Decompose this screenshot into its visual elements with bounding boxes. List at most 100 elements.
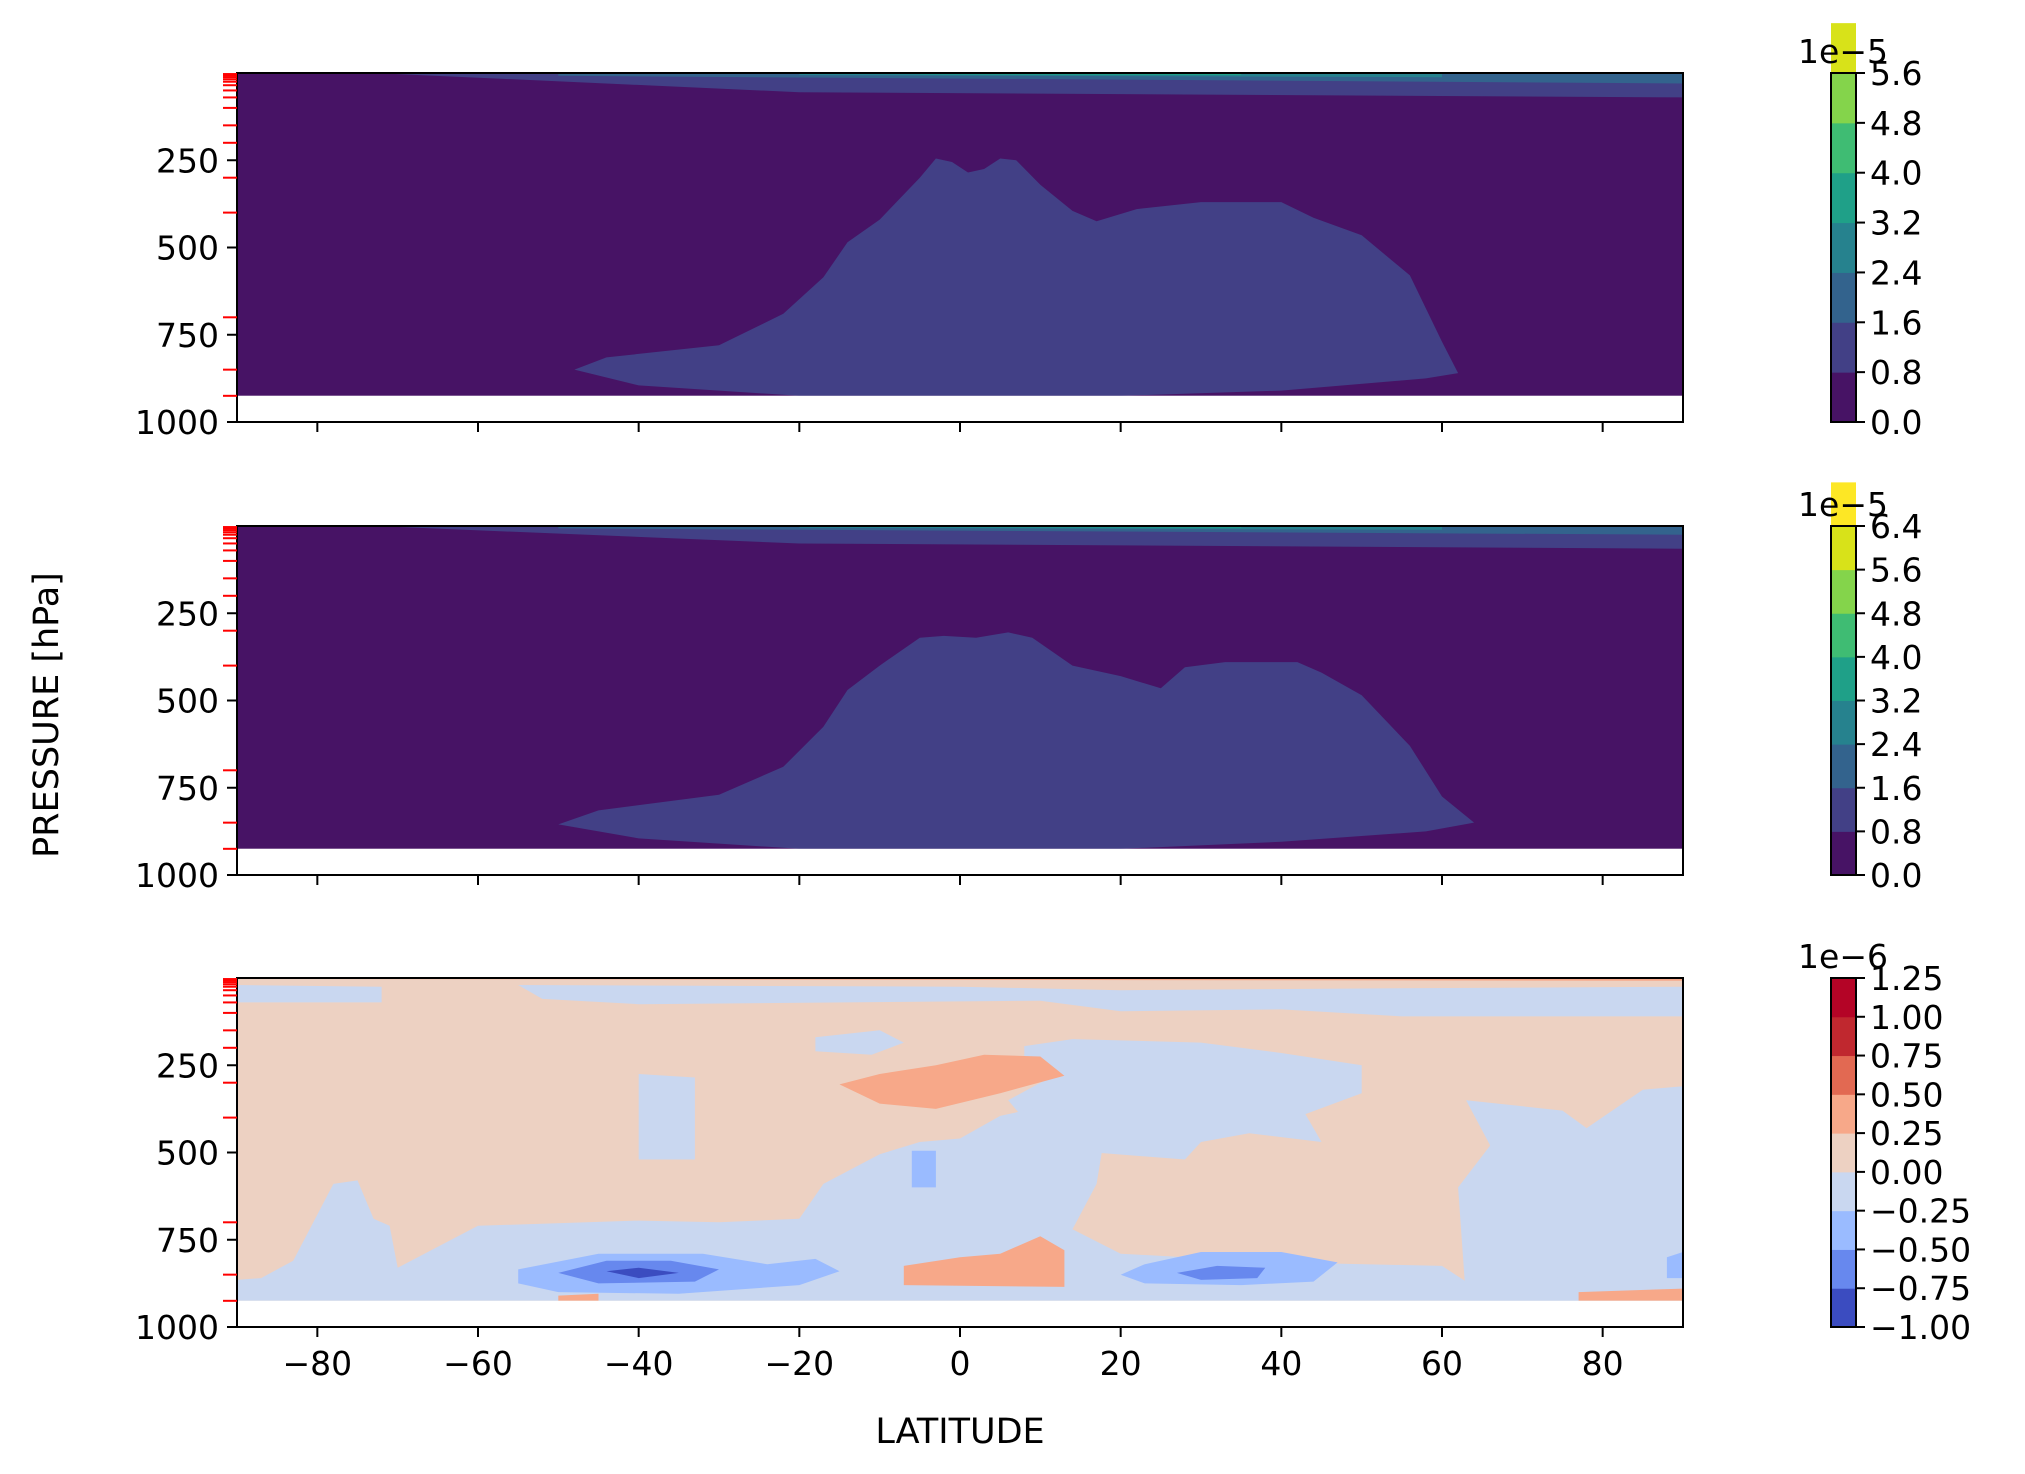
x-tick-label: 20 [1100,1344,1142,1383]
colorbar-tick-label: 6.4 [1870,507,1922,546]
contour-fill-5 [638,1074,695,1160]
y-tick-label: 750 [156,316,219,355]
colorbar-segment [1831,122,1856,174]
colorbar-segment [1831,1016,1856,1057]
y-tick-label: 250 [156,1046,219,1085]
contour-fill-10 [911,1150,936,1188]
y-tick-label: 750 [156,1221,219,1260]
colorbar-segment [1831,569,1856,614]
colorbar-segment [1831,978,1856,1018]
colorbar-tick-label: 0.00 [1870,1153,1943,1192]
y-tick-label: 500 [156,1134,219,1173]
y-tick-label: 1000 [135,1308,219,1347]
colorbar-segment [1831,526,1856,571]
x-tick-label: 60 [1421,1344,1463,1383]
x-tick-label: 40 [1260,1344,1302,1383]
colorbar-segment [1831,1249,1856,1289]
x-tick-label: 0 [950,1344,971,1383]
contour-fill-15 [839,1054,1065,1109]
y-tick-label: 500 [156,229,219,268]
colorbar-offset: 1e−6 [1798,937,1888,976]
colorbar-tick-label: −0.25 [1870,1192,1971,1231]
x-axis-label: LATITUDE [875,1412,1044,1452]
x-tick-label: −20 [765,1344,835,1383]
y-tick-label: 250 [156,141,219,180]
contour-fill-1 [574,158,1459,396]
colorbar-offset: 1e−5 [1798,32,1888,71]
x-tick-label: −80 [283,1344,353,1383]
colorbar-segment [1831,222,1856,273]
contour-fill-1 [237,985,382,1003]
colorbar-tick-label: 4.8 [1870,104,1922,143]
contour-fill-18 [1578,1288,1683,1301]
y-axis-label: PRESSURE [hPa] [27,572,67,858]
colorbar-tick-label: 4.0 [1870,154,1922,193]
contour-fill-3 [815,1030,904,1055]
contour-fill-11 [1666,1252,1683,1279]
colorbar-tick-label: −0.50 [1870,1230,1971,1269]
colorbar-tick-label: 0.8 [1870,353,1922,392]
contour-fill-6 [1458,1086,1683,1301]
colorbar-segment [1831,1210,1856,1250]
colorbar-segment [1831,73,1856,124]
y-tick-label: 750 [156,769,219,808]
x-tick-label: −60 [443,1344,513,1383]
colorbar-tick-label: 0.25 [1870,1114,1943,1153]
colorbar-segment [1831,272,1856,323]
y-tick-label: 1000 [135,856,219,895]
colorbar-tick-label: 1.6 [1870,303,1922,342]
y-tick-label: 500 [156,682,219,721]
colorbar-segment [1831,372,1856,423]
colorbar-tick-label: 0.8 [1870,812,1922,851]
colorbar-tick-label: 2.4 [1870,253,1922,292]
colorbar-segment [1831,172,1856,224]
below-surface [237,848,1683,875]
x-tick-label: −40 [604,1344,674,1383]
contour-fill-2 [518,985,1683,1017]
contour-field [237,526,1683,875]
colorbar-tick-label: −1.00 [1870,1308,1971,1347]
colorbar-segment [1831,831,1856,876]
colorbar-tick-label: 1.25 [1870,959,1943,998]
colorbar-segment [1831,656,1856,701]
below-surface [237,395,1683,422]
colorbar-tick-label: 4.0 [1870,638,1922,677]
colorbar-tick-label: 5.6 [1870,54,1922,93]
colorbar-segment [1831,744,1856,789]
colorbar-tick-label: 0.0 [1870,403,1922,442]
colorbar-tick-label: 2.4 [1870,725,1922,764]
colorbar-segment [1831,1094,1856,1134]
colorbar-segment [1831,1055,1856,1095]
colorbar-segment [1831,787,1856,832]
colorbar-segment [1831,613,1856,658]
colorbar-offset: 1e−5 [1798,485,1888,524]
contour-field [237,73,1683,422]
colorbar-segment [1831,1133,1856,1173]
colorbar-tick-label: 1.6 [1870,769,1922,808]
colorbar-tick-label: −0.75 [1870,1269,1971,1308]
colorbar-frame [1830,72,1857,423]
colorbar-tick-label: 3.2 [1870,204,1922,243]
colorbar-tick-label: 0.0 [1870,856,1922,895]
colorbar-segment [1831,700,1856,745]
contour-field [237,978,1683,1327]
colorbar-segment [1831,322,1856,373]
contour-fill-13 [1176,1265,1266,1280]
x-tick-label: 80 [1582,1344,1624,1383]
colorbar-tick-label: 1.00 [1870,998,1943,1037]
contour-fill-16 [903,1236,1065,1287]
colorbar-frame [1830,977,1857,1328]
colorbar-segment [1831,482,1856,527]
y-tick-label: 1000 [135,403,219,442]
colorbar-segment [1831,1171,1856,1212]
panel-top: 250 500 750 1000 0.0 0.8 1.6 2.4 3.2 4.0 4.8 5.61e−… [135,23,1922,442]
contour-fill-1 [558,632,1475,849]
colorbar-tick-label: 0.50 [1870,1075,1943,1114]
colorbar-tick-label: 4.8 [1870,594,1922,633]
y-tick-label: 250 [156,594,219,633]
colorbar-tick-label: 5.6 [1870,551,1922,590]
contour-fill-14 [606,1267,679,1279]
